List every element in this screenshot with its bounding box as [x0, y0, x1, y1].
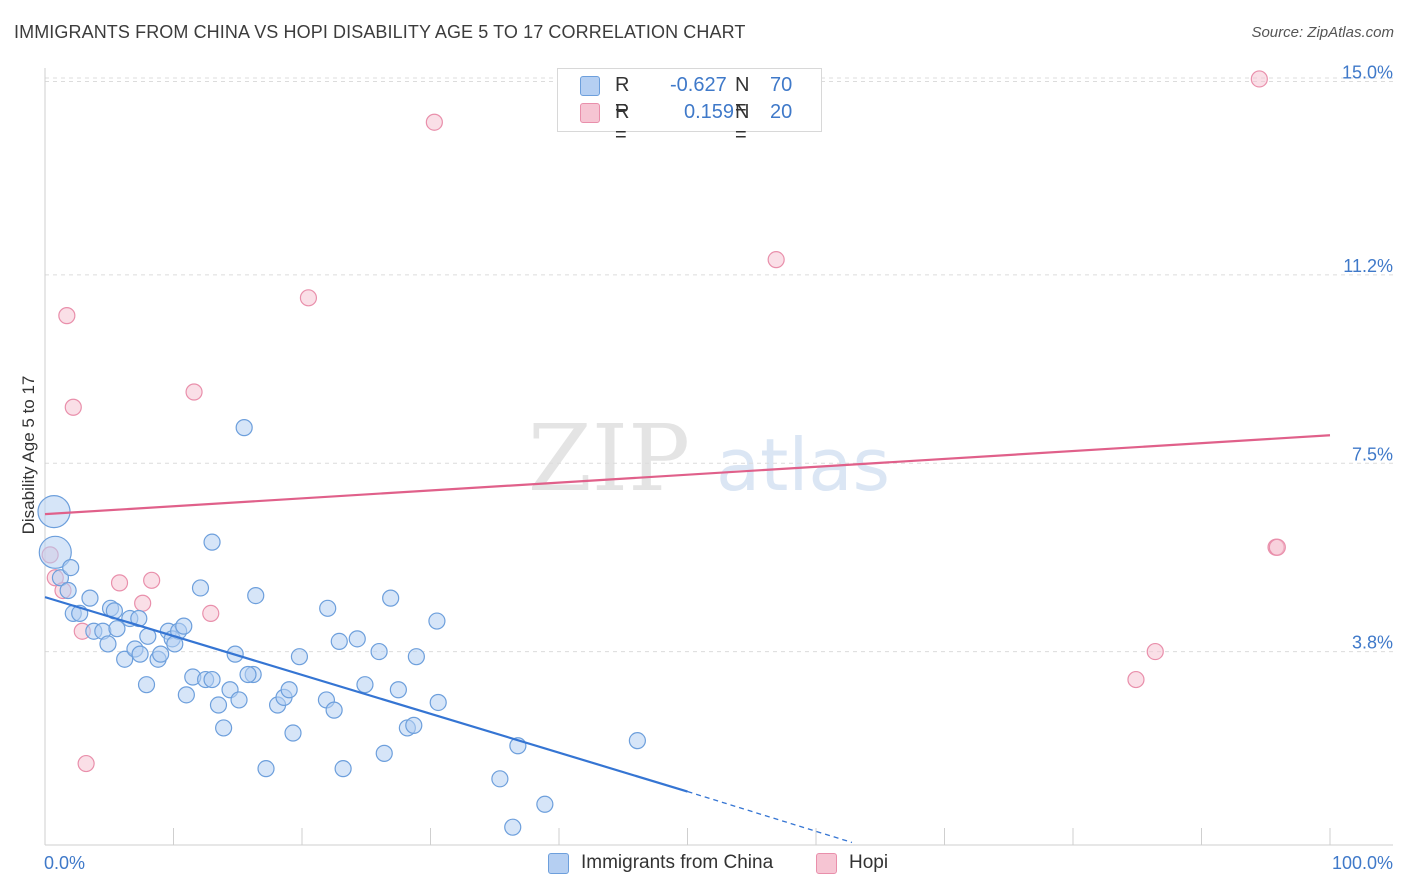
china-point — [290, 648, 309, 666]
legend-swatch-hopi — [580, 103, 600, 123]
watermark: ZIP atlas — [528, 405, 890, 512]
china-point — [382, 589, 400, 607]
china-point — [177, 686, 195, 704]
china-point — [116, 650, 134, 668]
china-point — [370, 642, 388, 661]
china-point — [429, 693, 447, 712]
watermark-zip: ZIP — [528, 405, 690, 512]
hopi-point — [185, 383, 203, 401]
chart-source: Source: ZipAtlas.com — [1251, 24, 1394, 41]
china-point — [325, 701, 343, 719]
hopi-point — [143, 571, 161, 589]
china-series — [37, 419, 646, 836]
hopi-point — [58, 307, 76, 325]
china-point — [175, 617, 193, 635]
china-point — [407, 648, 425, 666]
legend-n-label: N = — [735, 101, 750, 146]
china-point — [247, 586, 265, 605]
hopi-point — [1127, 670, 1145, 689]
legend-n-value: 20 — [770, 101, 793, 123]
y-axis-label: Disability Age 5 to 17 — [19, 376, 38, 535]
hopi-point — [1250, 70, 1268, 88]
china-point — [389, 681, 407, 699]
x-tick-label: 100.0% — [1332, 853, 1393, 873]
legend-r-value: 0.159 — [684, 101, 735, 123]
china-point — [191, 579, 210, 597]
trend-lines — [44, 434, 1331, 844]
china-point — [257, 760, 275, 778]
china-point — [491, 770, 509, 788]
y-tick-label: 11.2% — [1343, 256, 1393, 276]
hopi-trend-line — [44, 434, 1331, 516]
china-point — [504, 818, 522, 836]
china-point — [428, 612, 446, 630]
y-tick-label: 3.8% — [1352, 633, 1393, 653]
china-trend-line — [44, 596, 688, 793]
hopi-point — [134, 594, 152, 612]
china-point — [59, 581, 77, 600]
legend-n-value: 70 — [770, 74, 793, 96]
hopi-point — [77, 754, 95, 773]
china-point — [131, 645, 149, 663]
china-point — [284, 724, 302, 742]
china-point — [203, 533, 221, 551]
china-point — [348, 630, 366, 648]
hopi-point — [110, 574, 129, 592]
china-point — [405, 716, 423, 734]
china-point — [319, 599, 337, 617]
tick-labels: 3.8% 7.5% 11.2% 15.0% 0.0% 100.0% — [44, 63, 1393, 874]
axes — [44, 68, 1393, 846]
x-tick-label: 0.0% — [44, 853, 85, 873]
hopi-point — [1268, 538, 1286, 556]
y-tick-label: 7.5% — [1352, 444, 1393, 464]
china-point — [137, 676, 156, 694]
china-point — [209, 696, 228, 714]
china-point — [239, 665, 257, 684]
bottom-legend-swatch-china — [548, 853, 569, 874]
china-point — [81, 589, 99, 607]
china-point — [536, 795, 554, 813]
china-point — [37, 495, 71, 529]
legend-n-label: N = — [735, 74, 750, 119]
china-trend-extension — [687, 790, 853, 844]
bottom-legend-label-china: Immigrants from China — [581, 852, 774, 873]
china-point — [628, 732, 646, 750]
gridlines — [45, 77, 1393, 653]
chart-title: IMMIGRANTS FROM CHINA VS HOPI DISABILITY… — [14, 22, 746, 42]
legend-r-label: R = — [615, 101, 630, 146]
china-point — [375, 744, 393, 762]
china-point — [215, 719, 233, 737]
legend-r-label: R = — [615, 74, 630, 119]
china-point — [330, 632, 348, 651]
china-point — [38, 535, 72, 569]
china-point — [356, 676, 374, 694]
china-point — [203, 670, 221, 689]
china-point — [230, 691, 248, 709]
hopi-point — [64, 398, 82, 416]
bottom-legend-label-hopi: Hopi — [849, 852, 889, 873]
china-point — [108, 620, 126, 638]
watermark-atlas: atlas — [716, 423, 890, 507]
china-point — [152, 645, 170, 663]
china-point — [334, 760, 352, 778]
bottom-legend-swatch-hopi — [816, 853, 837, 874]
china-point — [62, 558, 80, 577]
legend-r-value: -0.627 — [670, 74, 727, 96]
hopi-point — [767, 251, 785, 269]
hopi-point — [202, 604, 220, 623]
china-point — [235, 419, 253, 437]
china-point — [280, 681, 298, 699]
legend-swatch-china — [580, 76, 600, 96]
hopi-point — [425, 113, 443, 131]
correlation-legend: R = -0.627 N = 70 R = 0.159 N = 20 — [557, 68, 822, 146]
hopi-point — [1146, 642, 1164, 661]
china-point — [99, 635, 117, 653]
y-tick-label: 15.0% — [1342, 63, 1393, 83]
china-point — [51, 569, 70, 587]
hopi-point — [299, 289, 318, 307]
